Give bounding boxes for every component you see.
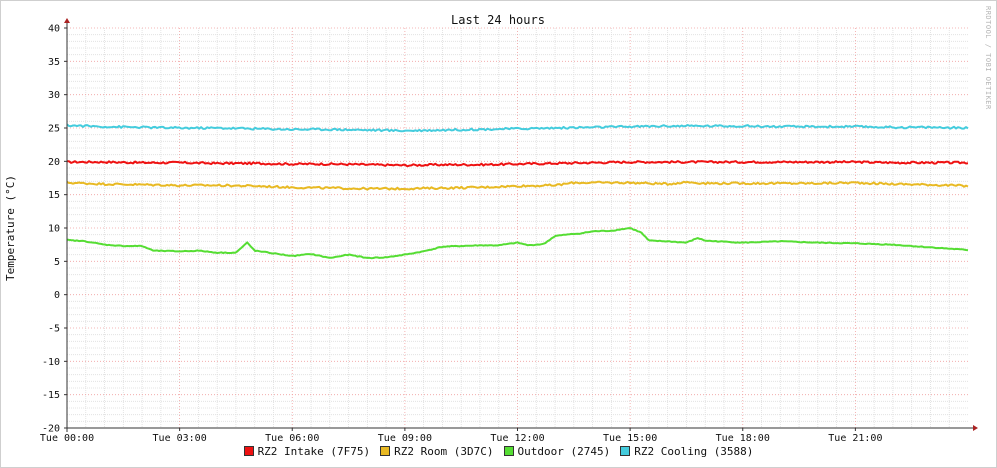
y-tick-label: 15: [48, 190, 60, 201]
y-tick-label: 30: [48, 90, 60, 101]
y-tick-label: 5: [54, 257, 60, 268]
legend-swatch: [503, 446, 514, 456]
series-line: [67, 160, 969, 168]
legend-item: Outdoor (2745): [503, 445, 611, 458]
y-tick-label: -10: [42, 357, 60, 368]
x-tick-label: Tue 06:00: [265, 433, 319, 444]
chart-title: Last 24 hours: [451, 13, 545, 27]
x-tick-label: Tue 03:00: [153, 433, 207, 444]
legend-item: RZ2 Room (3D7C): [380, 445, 494, 458]
legend-item: RZ2 Intake (7F75): [243, 445, 371, 458]
x-tick-label: Tue 12:00: [490, 433, 544, 444]
legend-label: Outdoor (2745): [517, 445, 611, 458]
x-axis-arrow: [973, 425, 978, 431]
x-tick-label: Tue 00:00: [40, 433, 94, 444]
series-line: [66, 180, 969, 191]
legend-label: RZ2 Room (3D7C): [394, 445, 494, 458]
x-tick-label: Tue 18:00: [716, 433, 770, 444]
y-tick-label: -5: [48, 324, 60, 335]
y-tick-labels: -20 -15 -10 -5 0 5 10 15 20 25 30 35 40: [42, 24, 60, 435]
y-axis-title: Temperature (°C): [4, 175, 17, 281]
legend-swatch: [380, 446, 391, 456]
y-tick-label: -20: [42, 424, 60, 435]
grid: [66, 27, 968, 429]
legend-item: RZ2 Cooling (3588): [620, 445, 753, 458]
axes: [64, 18, 978, 432]
y-tick-label: 25: [48, 124, 60, 135]
series-line: [66, 227, 969, 260]
y-axis-arrow: [64, 18, 70, 23]
legend-swatch: [620, 446, 631, 456]
legend-label: RZ2 Intake (7F75): [257, 445, 371, 458]
series-layer: [66, 123, 969, 260]
legend: RZ2 Intake (7F75) RZ2 Room (3D7C) Outdoor …: [0, 445, 997, 458]
y-tick-label: 40: [48, 24, 60, 35]
series-line: [66, 123, 969, 133]
legend-swatch: [243, 446, 254, 456]
x-tick-label: Tue 15:00: [603, 433, 657, 444]
legend-label: RZ2 Cooling (3588): [634, 445, 754, 458]
y-tick-label: -15: [42, 390, 60, 401]
x-tick-label: Tue 09:00: [378, 433, 432, 444]
x-tick-labels: Tue 00:00 Tue 03:00 Tue 06:00 Tue 09:00 Tue …: [40, 433, 883, 444]
rrdtool-watermark: RRDTOOL / TOBI OETIKER: [984, 6, 992, 110]
y-tick-label: 20: [48, 157, 60, 168]
y-tick-label: 10: [48, 224, 60, 235]
y-tick-label: 0: [54, 290, 60, 301]
x-tick-label: Tue 21:00: [828, 433, 882, 444]
y-tick-label: 35: [48, 57, 60, 68]
